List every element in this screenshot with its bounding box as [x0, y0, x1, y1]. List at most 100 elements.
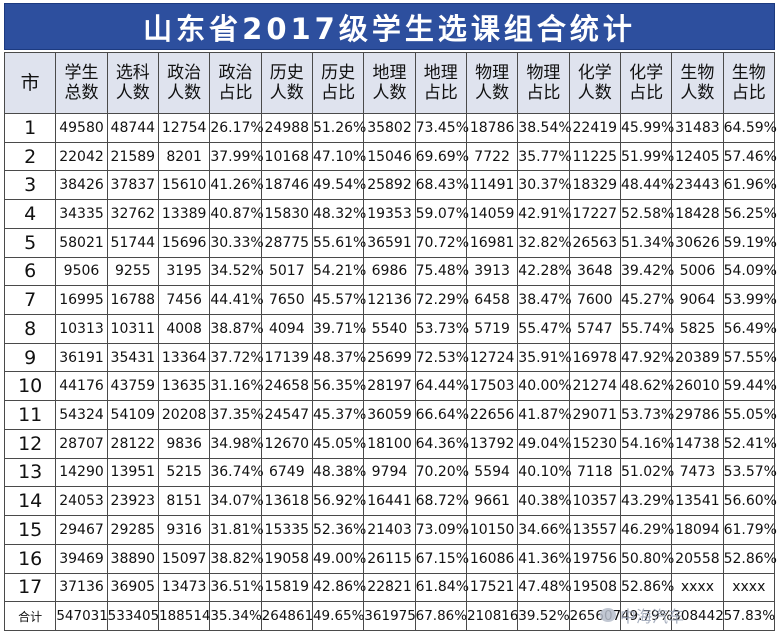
table-cell: 51.34% [619, 227, 674, 258]
table-cell: 16981 [465, 227, 519, 258]
table-row: 5 58021 51744 15696 30.33% 28775 55.61% 36591 70… [3, 227, 777, 258]
table-row: 7 16995 16788 7456 44.41% 7650 45.57% 12136 72.2… [3, 285, 777, 316]
table-cell: 7456 [157, 285, 211, 316]
table-cell: 31483 [671, 113, 724, 143]
header-cell: 化学 人数 [568, 52, 621, 114]
table-cell: 16086 [465, 543, 519, 574]
table-cell: 18094 [671, 515, 724, 545]
table-cell: 15046 [363, 141, 416, 172]
table-cell: 34.98% [209, 428, 264, 459]
table-cell: 48.44% [619, 170, 674, 201]
table-cell: 25892 [363, 170, 416, 201]
table-cell: 36905 [106, 572, 159, 603]
wechat-icon [600, 608, 616, 622]
table-cell: 73.09% [414, 515, 469, 545]
city-number: 2 [3, 141, 57, 172]
table-cell: 8151 [157, 486, 211, 517]
table-cell: 13618 [260, 486, 313, 517]
header-cell: 政治 人数 [157, 52, 211, 114]
table-cell: 17521 [465, 572, 519, 603]
table-cell: 9794 [363, 457, 416, 488]
table-cell: 56.92% [311, 486, 366, 517]
table-cell: 11491 [465, 170, 519, 201]
table-cell: 53.73% [414, 314, 469, 344]
table-cell: 38.87% [209, 314, 264, 344]
table-cell: 55.47% [517, 314, 572, 344]
table-cell: 20558 [671, 543, 724, 574]
table-cell: 17503 [465, 371, 519, 402]
table-cell: 34.66% [517, 515, 572, 545]
table-cell: 16995 [55, 285, 108, 316]
table-cell: 22042 [55, 141, 108, 172]
table-cell: 45.57% [311, 285, 366, 316]
header-row: 市学生 总数 选科 人数 政治 人数 政治 占比 历史 人数 历史 占比 地理 人数 地理 占… [3, 52, 776, 114]
table-cell: 11225 [568, 141, 621, 172]
table-cell: 48.37% [311, 342, 366, 373]
table-cell: xxxx [671, 572, 724, 603]
table-cell: 40.87% [209, 199, 264, 229]
table-cell: 50.80% [619, 543, 674, 574]
total-cell: 533405 [106, 601, 159, 631]
table-cell: 14290 [55, 457, 108, 488]
table-cell: 35802 [363, 113, 416, 143]
table-cell: 18746 [260, 170, 313, 201]
table-cell: 57.46% [722, 141, 777, 172]
table-cell: 3195 [157, 256, 211, 287]
total-cell: 57.83% [722, 601, 775, 631]
table-cell: 38426 [55, 170, 108, 201]
table-cell: 30626 [671, 227, 724, 258]
table-cell: 51.26% [311, 113, 366, 143]
table-cell: 31.81% [209, 515, 264, 545]
table-cell: 40.10% [517, 457, 572, 488]
table-cell: 45.37% [311, 400, 366, 430]
table-cell: 15097 [157, 543, 211, 574]
table-cell: 36.74% [209, 457, 264, 488]
table-cell: 22419 [568, 113, 621, 143]
table-cell: 24053 [55, 486, 108, 517]
table-cell: 47.92% [619, 342, 674, 373]
table-cell: 44.41% [209, 285, 264, 316]
table-cell: 15819 [260, 572, 313, 603]
total-cell: 49.79% [619, 601, 672, 631]
table-cell: 12724 [465, 342, 519, 373]
table-row: 8 10313 10311 4008 38.87% 4094 39.71% 5540 53.73… [3, 314, 777, 344]
table-cell: 41.87% [517, 400, 572, 430]
city-number: 15 [3, 515, 57, 545]
table-cell: 49580 [55, 113, 108, 143]
city-number: 6 [3, 256, 57, 287]
city-number: 16 [3, 543, 57, 574]
table-cell: 18329 [568, 170, 621, 201]
table-row: 11 54324 54109 20208 37.35% 24547 45.37% 36059 6… [3, 400, 777, 430]
table-cell: 64.36% [414, 428, 469, 459]
city-number: 3 [3, 170, 57, 201]
table-cell: 15830 [260, 199, 313, 229]
table-cell: 9506 [55, 256, 108, 287]
table-cell: 5825 [671, 314, 724, 344]
table-cell: 4094 [260, 314, 313, 344]
table-cell: 7600 [568, 285, 621, 316]
table-cell: 68.72% [414, 486, 469, 517]
table-cell: 52.86% [722, 543, 777, 574]
table-cell: 35.77% [517, 141, 572, 172]
table-cell: 20389 [671, 342, 724, 373]
total-row: 合计 547031 533405 188514 35.34% 264861 49.65% 36… [3, 601, 775, 631]
table-cell: 28197 [363, 371, 416, 402]
table-cell: 53.99% [722, 285, 777, 316]
table-cell: 39469 [55, 543, 108, 574]
table-cell: 13541 [671, 486, 724, 517]
table-cell: 15696 [157, 227, 211, 258]
table-cell: 34.07% [209, 486, 264, 517]
table-cell: 12405 [671, 141, 724, 172]
table-cell: 42.28% [517, 256, 572, 287]
table-cell: 56.49% [722, 314, 777, 344]
table-cell: 61.84% [414, 572, 469, 603]
city-number: 9 [3, 342, 57, 373]
table-cell: 19058 [260, 543, 313, 574]
header-cell: 选科 人数 [106, 52, 159, 114]
table-cell: 43.29% [619, 486, 674, 517]
table-cell: 4008 [157, 314, 211, 344]
table-cell: 57.55% [722, 342, 777, 373]
table-cell: 59.44% [722, 371, 777, 402]
table-cell: 55.74% [619, 314, 674, 344]
